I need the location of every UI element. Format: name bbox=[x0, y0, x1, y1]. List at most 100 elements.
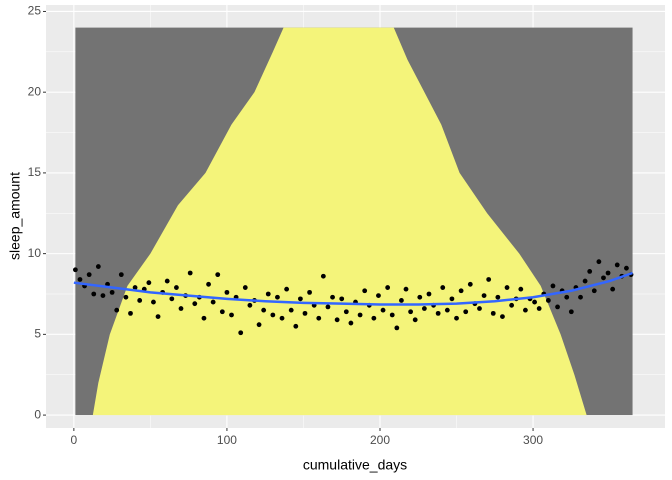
point bbox=[481, 293, 487, 299]
point bbox=[362, 288, 368, 294]
daylight-area bbox=[92, 27, 587, 416]
point bbox=[444, 307, 450, 313]
y-tick-label: 5 bbox=[34, 327, 41, 341]
point bbox=[265, 291, 271, 297]
point bbox=[343, 309, 349, 315]
x-axis-title: cumulative_days bbox=[303, 457, 407, 473]
point bbox=[247, 302, 253, 308]
point bbox=[316, 315, 322, 321]
point bbox=[486, 277, 492, 282]
point bbox=[582, 278, 588, 284]
point bbox=[132, 285, 138, 290]
point bbox=[440, 285, 446, 290]
y-tick-label: 20 bbox=[28, 84, 42, 98]
y-tick-label: 10 bbox=[28, 246, 42, 260]
point bbox=[192, 301, 198, 307]
point bbox=[210, 299, 216, 305]
point bbox=[164, 278, 170, 284]
point bbox=[601, 275, 606, 281]
point bbox=[389, 312, 395, 318]
point bbox=[385, 285, 391, 290]
point bbox=[532, 299, 537, 305]
point bbox=[596, 259, 602, 265]
point bbox=[215, 272, 221, 278]
point bbox=[288, 307, 294, 313]
point bbox=[463, 309, 469, 315]
point bbox=[426, 291, 432, 297]
point bbox=[536, 306, 542, 311]
point bbox=[371, 315, 377, 321]
point bbox=[275, 294, 280, 300]
point bbox=[128, 310, 133, 316]
point bbox=[467, 281, 473, 287]
point bbox=[550, 283, 556, 289]
point bbox=[91, 291, 97, 297]
point bbox=[219, 309, 225, 315]
point bbox=[399, 298, 404, 303]
y-tick-label: 15 bbox=[28, 165, 42, 179]
point bbox=[454, 315, 459, 321]
point bbox=[330, 294, 335, 300]
point bbox=[229, 312, 234, 318]
point bbox=[578, 294, 583, 300]
point bbox=[178, 306, 184, 311]
point bbox=[504, 285, 510, 290]
point bbox=[77, 277, 83, 282]
point bbox=[421, 306, 427, 311]
point bbox=[348, 320, 354, 326]
point bbox=[146, 280, 152, 286]
x-tick-label: 100 bbox=[217, 433, 237, 447]
point bbox=[238, 330, 244, 336]
x-tick-label: 300 bbox=[523, 433, 543, 447]
point bbox=[477, 306, 482, 311]
point bbox=[605, 270, 611, 276]
point bbox=[380, 307, 386, 313]
point bbox=[86, 272, 92, 278]
point bbox=[118, 272, 124, 278]
point bbox=[261, 307, 267, 313]
y-axis-title: sleep_amount bbox=[7, 172, 23, 260]
point bbox=[490, 310, 496, 316]
point bbox=[95, 264, 101, 269]
point bbox=[357, 312, 363, 318]
point bbox=[302, 310, 308, 316]
point bbox=[72, 267, 78, 273]
point bbox=[187, 270, 193, 276]
point bbox=[334, 317, 340, 323]
point bbox=[174, 285, 179, 290]
point bbox=[449, 296, 455, 302]
point bbox=[201, 315, 207, 321]
x-tick-label: 0 bbox=[71, 433, 78, 447]
point bbox=[568, 309, 574, 315]
point bbox=[137, 298, 143, 303]
point bbox=[545, 298, 551, 303]
y-tick-label: 0 bbox=[34, 407, 41, 421]
point bbox=[614, 262, 620, 268]
point bbox=[555, 304, 560, 310]
point bbox=[624, 265, 629, 271]
point bbox=[206, 281, 211, 287]
point bbox=[297, 296, 303, 302]
point bbox=[155, 314, 161, 319]
point bbox=[307, 289, 312, 295]
point bbox=[339, 296, 345, 302]
point bbox=[114, 307, 120, 313]
point bbox=[151, 299, 156, 305]
point bbox=[224, 289, 230, 295]
point bbox=[270, 312, 276, 318]
point bbox=[509, 302, 515, 308]
x-tick-label: 200 bbox=[370, 433, 390, 447]
point bbox=[242, 285, 248, 290]
point bbox=[109, 289, 115, 295]
point bbox=[587, 268, 593, 274]
point bbox=[591, 288, 597, 294]
point bbox=[403, 286, 409, 292]
point bbox=[123, 294, 129, 300]
point bbox=[100, 293, 106, 299]
point bbox=[408, 309, 414, 315]
point bbox=[105, 281, 110, 287]
point bbox=[610, 286, 616, 292]
point bbox=[564, 294, 570, 300]
point bbox=[325, 304, 331, 310]
